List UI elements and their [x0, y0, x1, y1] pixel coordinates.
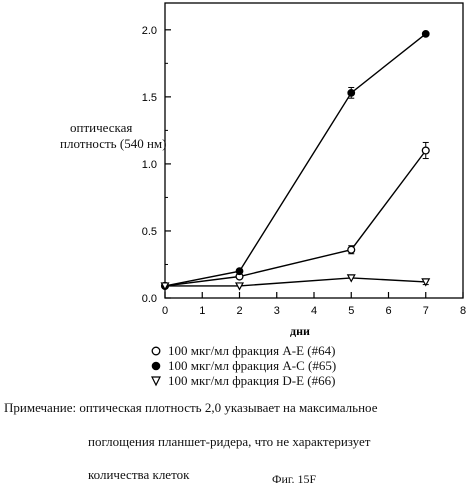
data-point — [347, 88, 356, 97]
x-tick-label: 0 — [162, 305, 168, 317]
open-circle-marker-icon — [151, 346, 161, 355]
data-point — [160, 282, 170, 291]
y-tick-label: 1.5 — [142, 92, 157, 104]
note-line-3: количества клеток — [88, 467, 190, 482]
legend: 100 мкг/мл фракция A-E (#64) 100 мкг/мл … — [150, 343, 336, 388]
legend-label: 100 мкг/мл фракция A-E (#64) — [168, 343, 336, 358]
y-axis-label: оптическая плотность (540 нм) — [60, 120, 166, 152]
x-axis-label: дни — [290, 324, 310, 338]
data-point — [421, 29, 430, 38]
series-line-2 — [165, 277, 426, 287]
x-tick-label: 2 — [236, 305, 242, 317]
x-tick-label: 6 — [385, 305, 391, 317]
y-axis: 0.0 0.5 1.0 1.5 2.0 — [142, 25, 171, 305]
y-axis-label-line2: плотность (540 нм) — [60, 136, 167, 151]
y-axis-label-line1: оптическая — [70, 120, 133, 135]
y-tick-label: 1.0 — [142, 159, 157, 171]
legend-item: 100 мкг/мл фракция A-C (#65) — [150, 358, 336, 373]
x-tick-label: 1 — [199, 305, 205, 317]
series-layer — [160, 29, 431, 291]
y-tick-label: 2.0 — [142, 25, 157, 37]
x-tick-label: 3 — [274, 305, 280, 317]
data-point — [234, 282, 245, 291]
y-tick-label: 0.0 — [142, 293, 157, 305]
data-point — [421, 278, 431, 287]
data-point — [235, 267, 244, 276]
note-line-2: поглощения планшет-ридера, что не характ… — [88, 434, 371, 449]
x-tick-label: 7 — [423, 305, 429, 317]
series-line-0 — [164, 150, 427, 287]
legend-item: 100 мкг/мл фракция D-E (#66) — [150, 373, 336, 388]
legend-item: 100 мкг/мл фракция A-E (#64) — [150, 343, 336, 358]
y-tick-label: 0.5 — [142, 226, 157, 238]
x-tick-label: 5 — [348, 305, 354, 317]
plot-frame — [164, 2, 464, 299]
legend-label: 100 мкг/мл фракция D-E (#66) — [168, 373, 336, 388]
filled-circle-marker-icon — [151, 361, 161, 370]
data-point — [347, 245, 356, 254]
legend-label: 100 мкг/мл фракция A-C (#65) — [168, 358, 337, 373]
data-point — [346, 274, 356, 283]
x-tick-label: 4 — [311, 305, 317, 317]
figure-caption: Фиг. 15F — [272, 472, 317, 486]
series-line-1 — [164, 33, 427, 287]
data-point — [421, 146, 430, 155]
note-line-1: Примечание: оптическая плотность 2,0 ука… — [4, 400, 378, 415]
open-triangle-marker-icon — [151, 375, 161, 386]
x-axis: 0 1 2 3 4 5 6 7 8 — [162, 292, 466, 317]
x-tick-label: 8 — [460, 305, 466, 317]
